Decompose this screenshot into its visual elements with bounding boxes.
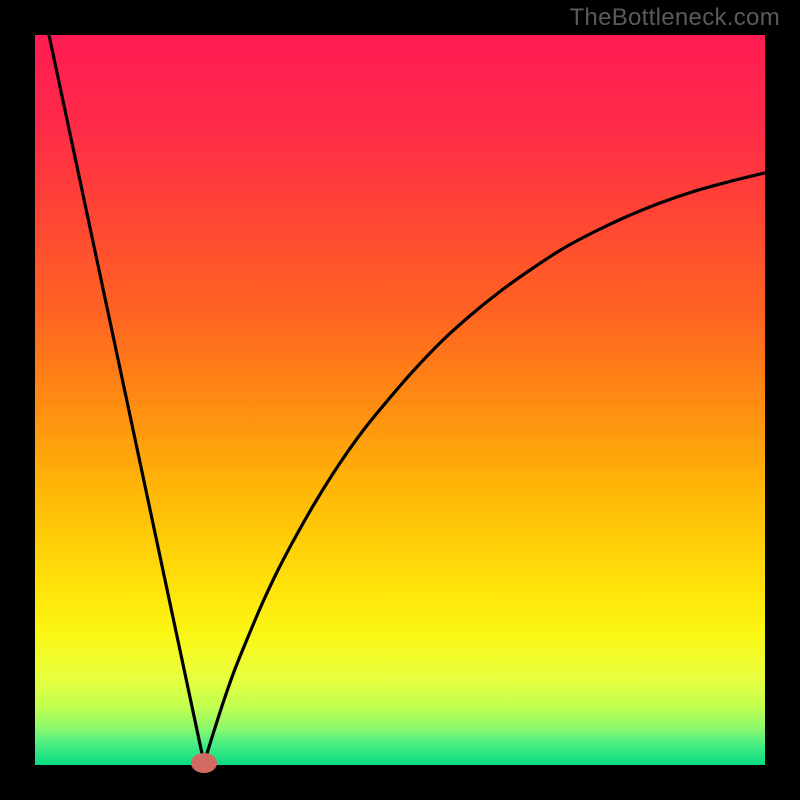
curve-svg <box>0 0 800 800</box>
minimum-marker <box>191 753 217 773</box>
chart-root: TheBottleneck.com <box>0 0 800 800</box>
bottleneck-curve <box>49 35 765 763</box>
attribution-label: TheBottleneck.com <box>569 4 780 32</box>
